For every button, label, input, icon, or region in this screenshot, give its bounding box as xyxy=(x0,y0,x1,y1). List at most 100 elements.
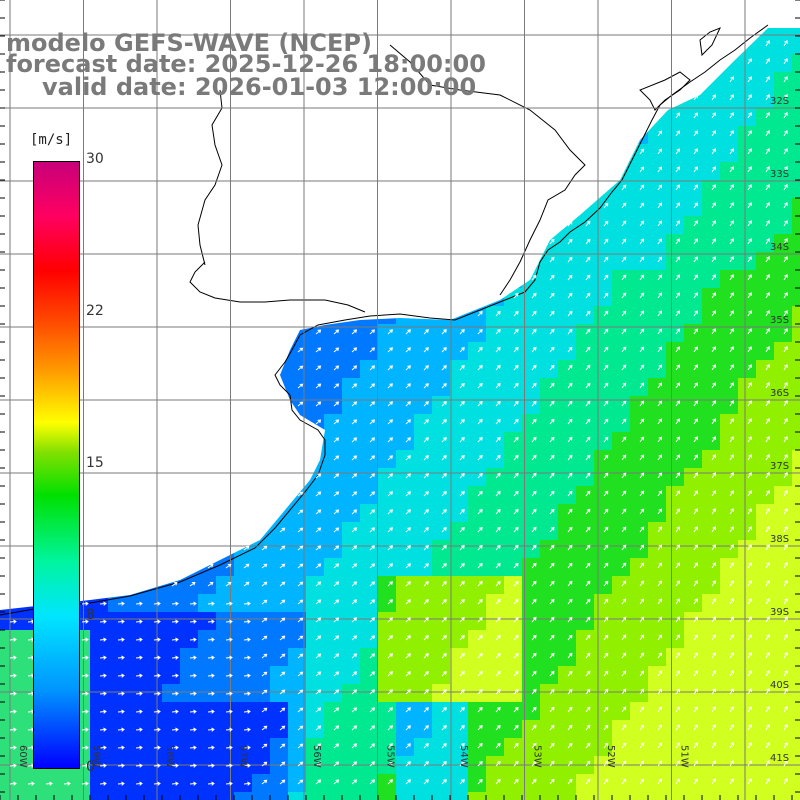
wind-arrow xyxy=(513,364,519,371)
field-cell xyxy=(198,702,217,721)
wind-arrow xyxy=(783,634,788,641)
wind-arrow xyxy=(603,346,609,353)
wind-arrow xyxy=(621,616,627,623)
field-cell xyxy=(288,648,307,667)
field-cell xyxy=(360,792,379,800)
field-cell xyxy=(306,558,325,577)
field-cell xyxy=(234,738,253,757)
field-cell xyxy=(738,306,757,325)
wind-arrow xyxy=(783,454,788,461)
wind-arrow xyxy=(423,779,429,785)
field-cell xyxy=(630,684,649,703)
field-cell xyxy=(756,576,775,595)
wind-arrow xyxy=(621,364,627,371)
field-cell xyxy=(468,774,487,793)
field-cell xyxy=(792,396,800,415)
wind-arrow xyxy=(621,724,627,731)
wind-arrow xyxy=(549,598,555,605)
field-cell xyxy=(666,252,685,271)
wind-arrow xyxy=(117,709,125,714)
wind-arrow xyxy=(783,166,788,173)
wind-arrow xyxy=(441,437,447,443)
field-cell xyxy=(630,180,649,199)
wind-arrow xyxy=(477,328,483,335)
field-cell xyxy=(612,594,631,613)
wind-arrow xyxy=(621,670,627,677)
wind-arrow xyxy=(495,382,501,389)
field-cell xyxy=(18,738,37,757)
field-cell xyxy=(756,450,775,469)
field-cell xyxy=(648,702,667,721)
field-cell xyxy=(360,684,379,703)
field-cell xyxy=(738,522,757,541)
wind-arrow xyxy=(603,742,609,749)
field-cell xyxy=(738,162,757,181)
wind-arrow xyxy=(747,634,752,641)
wind-arrow xyxy=(657,148,663,155)
field-cell xyxy=(774,342,793,361)
field-cell xyxy=(630,414,649,433)
field-cell xyxy=(234,684,253,703)
wind-arrow xyxy=(279,581,286,587)
field-cell xyxy=(378,378,397,397)
field-cell xyxy=(630,774,649,793)
field-cell xyxy=(576,594,595,613)
wind-arrow xyxy=(441,689,447,695)
field-cell xyxy=(702,306,721,325)
wind-arrow xyxy=(171,745,179,750)
wind-arrow xyxy=(351,419,358,425)
field-cell xyxy=(414,558,433,577)
field-cell xyxy=(252,774,271,793)
field-cell xyxy=(378,702,397,721)
field-cell xyxy=(144,720,163,739)
wind-arrow xyxy=(333,689,340,695)
field-cell xyxy=(774,630,793,649)
wind-arrow xyxy=(477,562,483,569)
wind-arrow xyxy=(783,274,788,281)
wind-arrow xyxy=(783,328,788,335)
wind-arrow xyxy=(675,778,681,785)
wind-arrow xyxy=(477,544,483,551)
wind-arrow xyxy=(729,742,734,749)
wind-arrow xyxy=(225,691,233,696)
wind-arrow xyxy=(549,706,555,713)
wind-arrow xyxy=(729,688,734,695)
wind-arrow xyxy=(531,670,537,677)
field-cell xyxy=(720,252,739,271)
wind-arrow xyxy=(531,382,537,389)
field-cell xyxy=(666,666,685,685)
wind-arrow xyxy=(783,94,788,101)
wind-arrow xyxy=(585,778,591,785)
field-cell xyxy=(432,612,451,631)
wind-arrow xyxy=(369,653,376,659)
field-cell xyxy=(396,342,415,361)
field-cell xyxy=(342,378,361,397)
field-cell xyxy=(702,720,721,739)
wind-arrow xyxy=(549,670,555,677)
wind-arrow xyxy=(639,310,645,317)
field-cell xyxy=(540,486,559,505)
wind-arrow xyxy=(639,562,645,569)
field-cell xyxy=(342,666,361,685)
field-cell xyxy=(378,324,397,343)
field-cell xyxy=(378,630,397,649)
field-cell xyxy=(540,720,559,739)
wind-arrow xyxy=(675,760,681,767)
wind-arrow xyxy=(693,706,698,713)
wind-arrow xyxy=(621,490,627,497)
wind-arrow xyxy=(135,637,143,642)
wind-arrow xyxy=(567,580,573,587)
field-cell xyxy=(684,378,703,397)
field-cell xyxy=(396,774,415,793)
wind-arrow xyxy=(549,526,555,533)
wind-arrow xyxy=(495,616,501,623)
wind-arrow xyxy=(387,437,393,443)
wind-arrow xyxy=(441,653,447,659)
wind-arrow xyxy=(459,329,465,335)
field-cell xyxy=(774,612,793,631)
wind-arrow xyxy=(225,563,232,569)
wind-arrow xyxy=(765,94,770,101)
wind-arrow xyxy=(675,562,681,569)
field-cell xyxy=(612,558,631,577)
